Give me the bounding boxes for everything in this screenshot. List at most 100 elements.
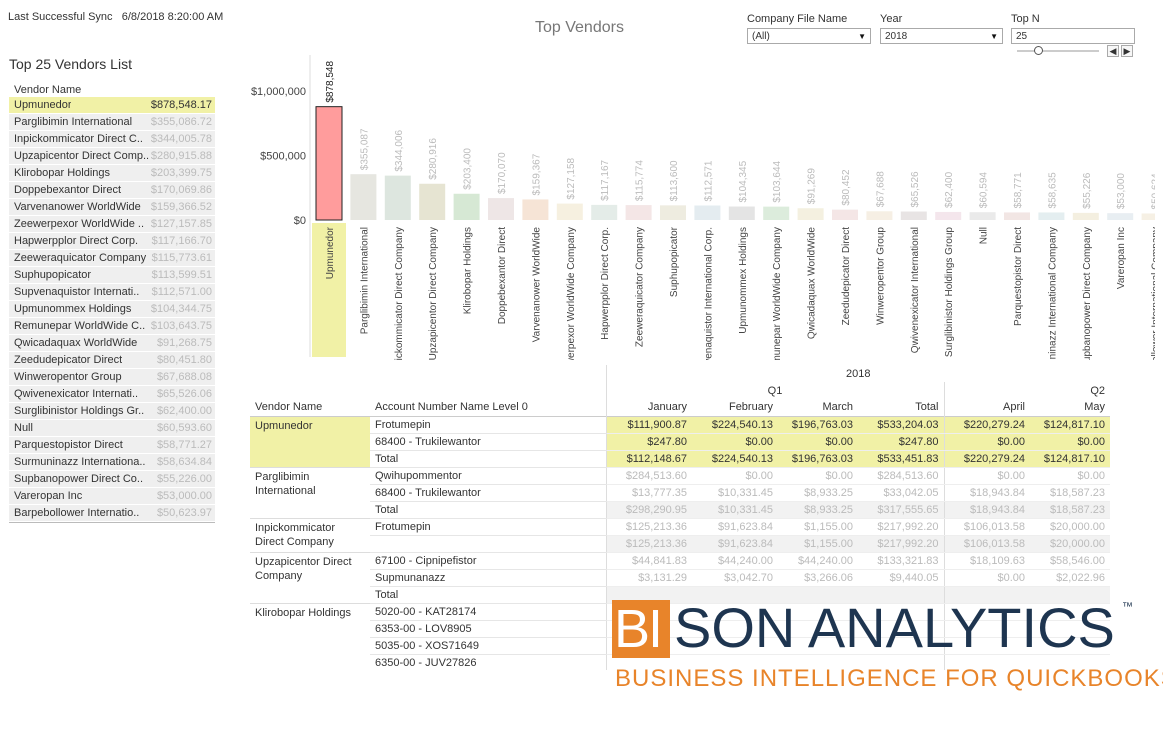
chart-bar[interactable]	[488, 198, 514, 220]
company-filter-select[interactable]: (All) ▼	[747, 28, 871, 44]
chart-bar[interactable]	[522, 199, 549, 220]
vendor-list-row[interactable]: Inpickommicator Direct C.. $344,005.78	[9, 131, 215, 148]
value-cell: $125,213.36	[605, 535, 692, 553]
value-cell: $133,321.83	[858, 552, 944, 570]
vendor-list-row[interactable]: Winweropentor Group $67,688.08	[9, 369, 215, 386]
year-filter-select[interactable]: 2018 ▼	[880, 28, 1003, 44]
value-cell: $0.00	[943, 467, 1030, 485]
x-tick-label: Qwivenexicator International	[910, 227, 921, 353]
table-row[interactable]: Total $112,148.67 $224,540.13 $196,763.03 $5…	[250, 450, 1110, 468]
value-cell: $220,279.24	[943, 416, 1030, 434]
table-row[interactable]: Parglibimin International Qwihupommentor $…	[250, 467, 1110, 497]
chart-bar[interactable]	[1107, 213, 1134, 220]
vendor-list-row[interactable]: Doppebexantor Direct $170,069.86	[9, 182, 215, 199]
chart-bar[interactable]	[832, 209, 858, 220]
vendor-list-row[interactable]: Qwicadaquax WorldWide $91,268.75	[9, 335, 215, 352]
value-cell	[778, 586, 858, 604]
vendor-list-row[interactable]: Upmunedor $878,548.17	[9, 97, 215, 114]
logo-trademark: ™	[1122, 601, 1133, 613]
topn-input[interactable]: 25	[1011, 28, 1135, 44]
chart-bar[interactable]	[315, 106, 343, 221]
topn-slider-track[interactable]	[1017, 50, 1099, 52]
chart-bar[interactable]	[1141, 213, 1155, 220]
chart-bar[interactable]	[728, 206, 755, 220]
vendor-list-row[interactable]: Barpebollower Internatio.. $50,623.97	[9, 505, 215, 522]
vendor-list-row[interactable]: Supvenaquistor Internati.. $112,571.00	[9, 284, 215, 301]
table-row[interactable]: Total $298,290.95 $10,331.45 $8,933.25 $317,…	[250, 501, 1110, 519]
chart-bar[interactable]	[350, 174, 377, 220]
table-row[interactable]: Total	[250, 586, 1110, 604]
vendor-list-row[interactable]: Upzapicentor Direct Comp.. $280,915.88	[9, 148, 215, 165]
value-cell: $1,155.00	[778, 535, 858, 553]
chart-bar[interactable]	[969, 212, 996, 220]
chart-bar[interactable]	[591, 204, 618, 220]
account-cell: 6353-00 - LOV8905	[370, 620, 606, 638]
vendor-list-value: $127,157.85	[150, 218, 212, 230]
column-header[interactable]: February	[728, 401, 773, 414]
chart-bar[interactable]	[453, 193, 480, 220]
chart-bar[interactable]	[419, 183, 446, 220]
chart-bar[interactable]	[935, 211, 962, 220]
column-header[interactable]: Vendor Name	[255, 401, 323, 414]
account-cell: Supmunanazz	[370, 569, 606, 587]
vendor-list-name: Supbanopower Direct Co..	[14, 473, 144, 485]
value-cell	[1030, 654, 1110, 670]
table-row[interactable]: Supmunanazz $3,131.29 $3,042.70 $3,266.06 $9…	[250, 569, 1110, 587]
vendor-list-row[interactable]: Varvenanower WorldWide $159,366.52	[9, 199, 215, 216]
table-row[interactable]: 68400 - Trukilewantor $247.80 $0.00 $0.00 $2…	[250, 433, 1110, 451]
chevron-right-icon[interactable]: ▶	[1121, 45, 1133, 57]
column-header[interactable]: March	[822, 401, 853, 414]
chart-bar[interactable]	[625, 205, 652, 220]
vendor-list-row[interactable]: Zeewerpexor WorldWide .. $127,157.85	[9, 216, 215, 233]
chevron-left-icon[interactable]: ◀	[1107, 45, 1119, 57]
table-row[interactable]: Upzapicentor Direct Company 67100 - Cipni…	[250, 552, 1110, 582]
chart-bar[interactable]	[1072, 212, 1099, 220]
topn-slider-handle[interactable]	[1033, 46, 1043, 55]
chart-bar[interactable]	[797, 208, 824, 220]
vendor-list-row[interactable]: Remunepar WorldWide C.. $103,643.75	[9, 318, 215, 335]
vendor-list-row[interactable]: Klirobopar Holdings $203,399.75	[9, 165, 215, 182]
chart-bar[interactable]	[763, 206, 790, 220]
value-cell: $8,933.25	[778, 501, 858, 519]
vendor-list-row[interactable]: Qwivenexicator Internati.. $65,526.06	[9, 386, 215, 403]
chart-bar[interactable]	[694, 205, 721, 220]
account-cell	[370, 535, 606, 553]
vendor-list-row[interactable]: Zeeweraquicator Company $115,773.61	[9, 250, 215, 267]
vendor-list-row[interactable]: Parglibimin International $355,086.72	[9, 114, 215, 131]
vendor-list-row[interactable]: Upmunommex Holdings $104,344.75	[9, 301, 215, 318]
chart-bar[interactable]	[1004, 212, 1030, 220]
x-tick-label: Winweropentor Group	[875, 227, 886, 325]
vendor-list-row[interactable]: Surmuninazz Internationa.. $58,634.84	[9, 454, 215, 471]
chart-bar[interactable]	[900, 211, 927, 220]
table-row[interactable]: $125,213.36 $91,623.84 $1,155.00 $217,992.2…	[250, 535, 1110, 553]
vendor-list-row[interactable]: Parquestopistor Direct $58,771.27	[9, 437, 215, 454]
bar-data-label: $103,644	[772, 160, 783, 202]
vendor-list-row[interactable]: Hapwerpplor Direct Corp. $117,166.70	[9, 233, 215, 250]
column-header[interactable]: May	[1084, 401, 1105, 414]
chart-bar[interactable]	[1038, 212, 1065, 220]
column-header[interactable]: April	[943, 399, 1030, 416]
vendor-list-row[interactable]: Zeedudepicator Direct $80,451.80	[9, 352, 215, 369]
chart-bar[interactable]	[866, 211, 893, 220]
vendor-list-row[interactable]: Suphupopicator $113,599.51	[9, 267, 215, 284]
value-cell: $18,587.23	[1030, 501, 1110, 519]
table-row[interactable]: 6350-00 - JUV27826	[250, 654, 1110, 670]
value-cell: $0.00	[1030, 433, 1110, 451]
chart-bar[interactable]	[660, 205, 686, 220]
value-cell	[858, 637, 944, 655]
chart-bar[interactable]	[384, 175, 411, 220]
value-cell	[858, 603, 944, 621]
chart-bar[interactable]	[556, 203, 583, 220]
vendor-list-row[interactable]: Vareropan Inc $53,000.00	[9, 488, 215, 505]
table-row[interactable]: Upmunedor Frotumepin $111,900.87 $224,540.1…	[250, 416, 1110, 467]
column-header[interactable]: Account Number Name Level 0	[375, 401, 528, 414]
vendor-list-value: $112,571.00	[151, 286, 212, 298]
table-row[interactable]: Inpickommicator Direct Company Frotumepin…	[250, 518, 1110, 548]
vendor-list-row[interactable]: Surglibinistor Holdings Gr.. $62,400.00	[9, 403, 215, 420]
vendor-list-row[interactable]: Null $60,593.60	[9, 420, 215, 437]
column-header[interactable]: January	[605, 399, 692, 416]
table-row[interactable]: 68400 - Trukilewantor $13,777.35 $10,331.4…	[250, 484, 1110, 502]
value-cell	[692, 603, 778, 621]
vendor-list-row[interactable]: Supbanopower Direct Co.. $55,226.00	[9, 471, 215, 488]
column-header[interactable]: Total	[915, 401, 939, 414]
